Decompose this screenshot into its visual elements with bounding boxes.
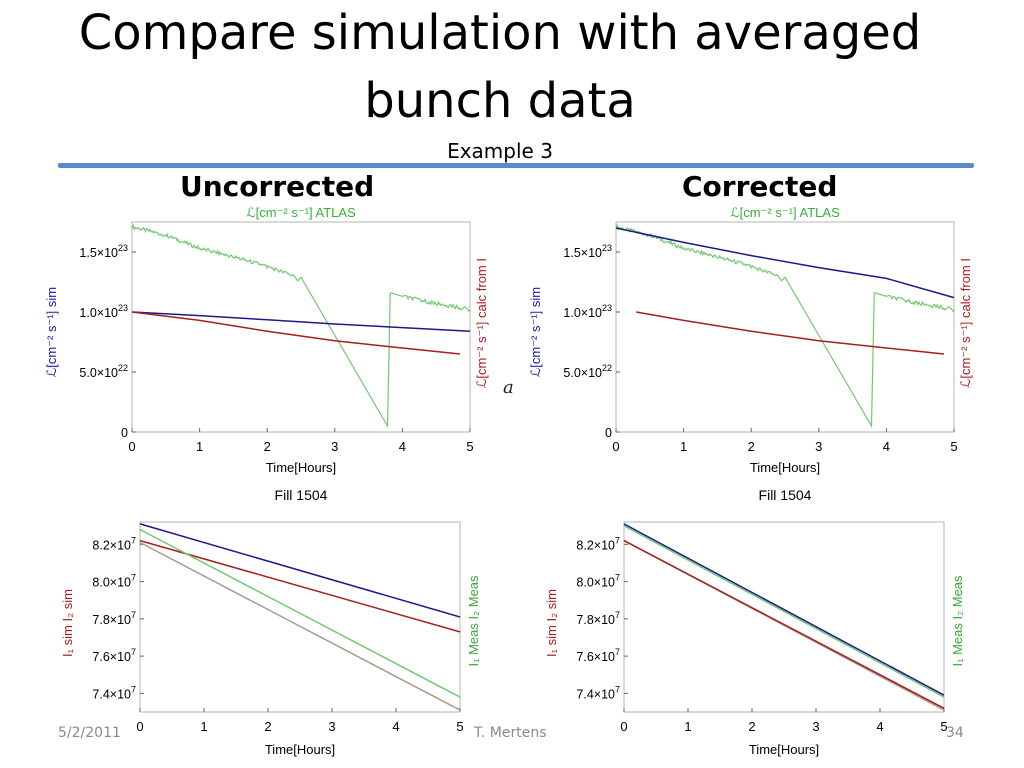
y-tick-label: 7.4×107 [576, 684, 620, 701]
x-tick-label: 1 [200, 719, 207, 734]
x-tick-label: 3 [331, 439, 338, 454]
series-line-atlas [615, 223, 955, 429]
x-tick-label: 4 [392, 719, 399, 734]
series-line-i1-meas [139, 528, 461, 698]
column-heading-uncorrected: Uncorrected [180, 170, 375, 203]
x-tick-label: 0 [612, 439, 619, 454]
stray-glyph: a [503, 377, 514, 398]
series-line-i2-sim [623, 539, 945, 709]
x-tick-label: 0 [620, 719, 627, 734]
x-tick-label: 1 [196, 439, 203, 454]
series-line-calc-from-i [636, 311, 944, 355]
x-tick-label: 4 [399, 439, 406, 454]
left-axis-label: I₁ sim I₂ sim [544, 589, 559, 657]
slide-title-line2: bunch data [364, 73, 636, 129]
chart-lumi-uncorrected: 0 1 2 3 4 5 0 5.0×1022 1.0×1023 1.5×1023 Time[Hour… [44, 205, 489, 503]
x-tick-label: 4 [883, 439, 890, 454]
y-tick-label: 1.0×1023 [79, 303, 128, 320]
y-tick-label: 5.0×1022 [79, 363, 128, 380]
x-tick-label: 2 [748, 719, 755, 734]
y-tick-label: 1.5×1023 [563, 243, 612, 260]
y-tick-label: 7.8×107 [92, 610, 136, 627]
series-line-atlas [131, 223, 471, 429]
top-axis-label: ℒ[cm⁻² s⁻¹] ATLAS [246, 205, 356, 220]
plot-frame [131, 221, 471, 433]
y-tick-label: 7.4×107 [92, 684, 136, 701]
x-tick-label: 3 [812, 719, 819, 734]
y-tick-label: 7.8×107 [576, 610, 620, 627]
right-axis-label: ℒ[cm⁻² s⁻¹] calc from I [474, 258, 489, 388]
y-tick-label: 0 [605, 426, 612, 440]
series-line-sim [131, 311, 471, 332]
y-tick-label: 0 [121, 426, 128, 440]
series-line-i1-sim [623, 523, 945, 696]
y-tick-label: 8.0×107 [576, 573, 620, 590]
slide-subtitle: Example 3 [447, 139, 553, 163]
chart-caption: Fill 1504 [275, 487, 328, 503]
x-axis-label: Time[Hours] [749, 742, 819, 757]
series-line-i2-sim [139, 539, 461, 633]
plot-frame [623, 521, 945, 713]
series-line-i1-meas [623, 525, 945, 698]
x-tick-label: 4 [876, 719, 883, 734]
y-tick-label: 7.6×107 [576, 647, 620, 664]
series-line-i1-sim [139, 523, 461, 618]
plot-frame [139, 521, 461, 713]
footer-page-number: 34 [946, 725, 964, 741]
x-axis-label: Time[Hours] [750, 460, 820, 475]
x-tick-label: 2 [748, 439, 755, 454]
chart-caption: Fill 1504 [759, 487, 812, 503]
left-axis-label: I₁ sim I₂ sim [60, 589, 75, 657]
x-tick-label: 3 [815, 439, 822, 454]
x-tick-label: 1 [680, 439, 687, 454]
series-line-calc-from-i [131, 311, 460, 355]
x-axis-label: Time[Hours] [266, 460, 336, 475]
x-tick-label: 5 [940, 719, 947, 734]
y-tick-label: 1.0×1023 [563, 303, 612, 320]
x-tick-label: 1 [684, 719, 691, 734]
chart-intensity-corrected: 0 1 2 3 4 57.4×1077.6×1077.8×1078.0×1078.2×10… [544, 521, 965, 757]
x-axis-label: Time[Hours] [265, 742, 335, 757]
x-tick-label: 0 [136, 719, 143, 734]
left-axis-label: ℒ[cm⁻² s⁻¹] sim [528, 287, 543, 377]
y-tick-label: 7.6×107 [92, 647, 136, 664]
y-tick-label: 1.5×1023 [79, 243, 128, 260]
column-heading-corrected: Corrected [682, 170, 838, 203]
x-tick-label: 5 [456, 719, 463, 734]
x-tick-label: 3 [328, 719, 335, 734]
x-tick-label: 2 [264, 719, 271, 734]
y-tick-label: 8.0×107 [92, 573, 136, 590]
slide-title-line1: Compare simulation with averaged [78, 5, 922, 61]
chart-intensity-uncorrected: 0 1 2 3 4 5 7.4×107 7.6×107 7.8×107 8.0×107 8.2×10… [60, 521, 481, 757]
right-axis-label: I₁ Meas I₂ Meas [466, 575, 481, 667]
y-tick-label: 8.2×107 [92, 535, 136, 552]
series-line-sim [615, 227, 955, 299]
plot-frame [615, 221, 955, 433]
title-rule [58, 163, 974, 168]
x-tick-label: 2 [264, 439, 271, 454]
x-tick-label: 5 [950, 439, 957, 454]
x-tick-label: 5 [466, 439, 473, 454]
x-tick-label: 0 [128, 439, 135, 454]
y-tick-label: 5.0×1022 [563, 363, 612, 380]
y-tick-label: 8.2×107 [576, 535, 620, 552]
top-axis-label: ℒ[cm⁻² s⁻¹] ATLAS [730, 205, 840, 220]
footer-date: 5/2/2011 [58, 725, 121, 741]
right-axis-label: I₁ Meas I₂ Meas [950, 575, 965, 667]
series-line-i2-meas [139, 541, 461, 711]
chart-lumi-corrected: 0 1 2 3 4 5 0 5.0×1022 1.0×1023 1.5×1023 Time[Hour… [528, 205, 973, 503]
right-axis-label: ℒ[cm⁻² s⁻¹] calc from I [958, 258, 973, 388]
footer-author: T. Mertens [474, 725, 547, 741]
left-axis-label: ℒ[cm⁻² s⁻¹] sim [44, 287, 59, 377]
